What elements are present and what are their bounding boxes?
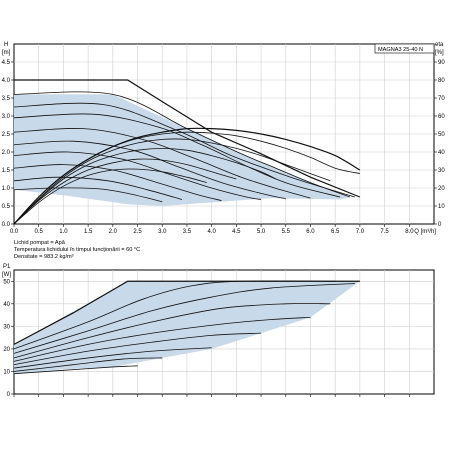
head-x-tick-label: 0.0 [10, 229, 19, 235]
eff-y-tick-label: 20 [438, 186, 445, 192]
fluid-note-temperature: Temperatura lichidului în timpul funcțio… [14, 247, 140, 253]
pressure-curve [13, 127, 311, 199]
power-curve [13, 303, 331, 359]
head-x-tick-label: 6.0 [306, 229, 315, 235]
fluid-note-density: Densitate = 983.2 kg/m³ [14, 254, 74, 260]
head-x-tick-label: 2.0 [109, 229, 118, 235]
head-x-axis-label: Q [m³/h] [414, 229, 436, 235]
head-y-tick-label: 3.0 [2, 114, 11, 120]
power-curve [13, 332, 262, 366]
model-label-box [374, 43, 435, 54]
eff-y-tick-label: 60 [438, 114, 445, 120]
pressure-curve [13, 102, 356, 198]
head-y-tick-label: 2.0 [2, 150, 11, 156]
power-curve [13, 347, 212, 369]
head-x-tick-label: 2.5 [133, 229, 142, 235]
power-y-tick-label: 20 [3, 347, 10, 353]
pressure-curve [13, 113, 341, 198]
power-curve [13, 357, 163, 372]
head-y-label-line2: [m] [2, 50, 11, 56]
power-y-tick-label: 30 [3, 324, 10, 330]
head-x-tick-label: 7.5 [380, 229, 389, 235]
head-x-tick-label: 7.0 [356, 229, 365, 235]
head-y-tick-label: 1.5 [2, 168, 11, 174]
pressure-curve [13, 151, 262, 200]
eff-y-tick-label: 40 [438, 150, 445, 156]
eff-y-tick-label: 0 [438, 222, 442, 228]
head-y-tick-label: 2.5 [2, 132, 11, 138]
head-x-tick-label: 3.5 [183, 229, 192, 235]
eff-y-tick-label: 50 [438, 132, 445, 138]
head-operating-region [14, 94, 350, 206]
head-x-tick-label: 4.5 [232, 229, 241, 235]
eff-y-tick-label: 90 [438, 60, 445, 66]
max-head-line [14, 79, 361, 198]
pressure-curve [13, 176, 183, 200]
head-x-tick-label: 4.0 [207, 229, 216, 235]
power-curve [13, 280, 336, 350]
head-y-tick-label: 1.0 [2, 186, 11, 192]
head-y-tick-label: 0.0 [2, 222, 11, 228]
pressure-curve [13, 187, 163, 203]
head-y-tick-label: 0.5 [2, 204, 11, 210]
efficiency-curve [13, 138, 331, 225]
efficiency-curve [13, 147, 277, 225]
power-y-tick-label: 50 [3, 279, 10, 285]
head-y-tick-label: 4.5 [2, 60, 11, 66]
power-curve [13, 283, 355, 354]
power-y-label-line2: [W] [2, 272, 11, 278]
power-curves [13, 280, 360, 375]
power-y-tick-label: 40 [3, 302, 10, 308]
power-curve [13, 316, 311, 362]
eff-y-tick-label: 70 [438, 96, 445, 102]
head-max-curve [14, 79, 361, 198]
pressure-curve [13, 91, 351, 198]
head-region-shape [14, 94, 350, 206]
head-x-tick-label: 3.0 [158, 229, 167, 235]
eff-y-label-line2: [%] [435, 50, 444, 56]
efficiency-curve [13, 168, 207, 225]
power-curve [13, 365, 138, 375]
eff-y-tick-label: 80 [438, 78, 445, 84]
head-pressure-curves [13, 91, 356, 203]
efficiency-curve [13, 131, 360, 225]
head-y-tick-label: 3.5 [2, 96, 11, 102]
power-ticks: 0 10 20 30 40 50 [3, 279, 410, 398]
efficiency-curve [13, 158, 237, 225]
power-y-label-line1: P1 [3, 264, 11, 270]
head-x-tick-label: 0.5 [35, 229, 44, 235]
head-x-tick-label: 1.5 [84, 229, 93, 235]
eff-y-label-line1: eta [435, 42, 444, 48]
head-x-tick-label: 6.5 [331, 229, 340, 235]
head-y-label-line1: H [4, 42, 8, 48]
pressure-curve [13, 164, 222, 201]
head-y-tick-label: 4.0 [2, 78, 11, 84]
head-x-tick-label: 8.0 [405, 229, 414, 235]
pressure-curve [13, 140, 286, 200]
head-ticks: 0.0 0.5 1.0 1.5 2.0 2.5 3.0 3.5 4.0 4.5 5.0 5.5 6.0 6… [2, 60, 446, 235]
eff-y-tick-label: 10 [438, 204, 445, 210]
fluid-note-liquid: Lichid pompat = Apă [14, 240, 66, 246]
head-x-tick-label: 1.0 [59, 229, 68, 235]
efficiency-curves [13, 127, 361, 225]
model-label: MAGNA3 25-40 N [378, 47, 423, 53]
power-y-tick-label: 10 [3, 369, 10, 375]
head-x-tick-label: 5.5 [282, 229, 291, 235]
power-y-tick-label: 0 [7, 392, 11, 398]
head-x-tick-label: 5.0 [257, 229, 266, 235]
eff-y-tick-label: 30 [438, 168, 445, 174]
